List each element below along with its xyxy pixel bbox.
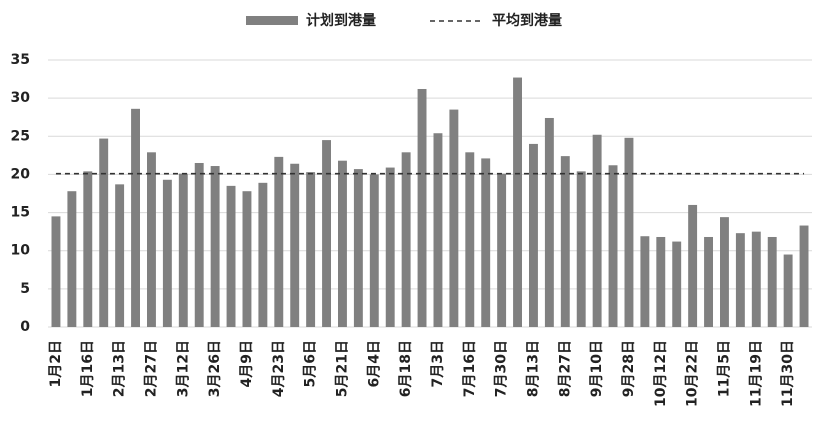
x-tick-label: 8月13日 xyxy=(525,340,541,397)
bar xyxy=(401,152,411,327)
x-tick-label: 8月27日 xyxy=(557,340,573,397)
x-tick-label: 5月6日 xyxy=(303,340,319,387)
bar xyxy=(131,108,140,327)
x-tick-label: 2月13日 xyxy=(112,340,128,397)
bar xyxy=(560,156,570,327)
x-tick-label: 11月30日 xyxy=(780,340,796,407)
x-tick-label: 3月12日 xyxy=(175,340,191,397)
y-tick-label: 30 xyxy=(11,90,31,106)
bar xyxy=(369,174,379,327)
bar xyxy=(656,236,666,327)
x-tick-label: 5月21日 xyxy=(334,340,350,397)
bar xyxy=(433,133,443,327)
bar xyxy=(465,152,475,327)
bar xyxy=(704,236,713,327)
bar xyxy=(242,191,252,327)
bar xyxy=(147,152,156,327)
y-tick-label: 10 xyxy=(11,243,31,259)
bar xyxy=(672,241,682,327)
bar xyxy=(306,172,316,327)
x-tick-label: 11月5日 xyxy=(716,340,732,397)
bar xyxy=(353,169,363,327)
bar xyxy=(497,173,507,327)
bar xyxy=(51,216,61,327)
bar xyxy=(178,173,188,327)
y-tick-label: 25 xyxy=(11,128,30,144)
bar xyxy=(783,254,793,327)
bar xyxy=(417,88,427,327)
bar xyxy=(258,182,268,327)
bar xyxy=(83,171,93,327)
x-tick-label: 3月26日 xyxy=(207,340,223,397)
x-tick-label: 10月22日 xyxy=(685,340,701,407)
bar xyxy=(274,156,284,327)
bar xyxy=(640,236,650,327)
bar xyxy=(449,109,459,327)
bar xyxy=(338,160,347,327)
bar xyxy=(735,233,745,327)
x-tick-label: 7月30日 xyxy=(494,340,510,397)
bar xyxy=(226,185,236,327)
x-tick-label: 6月18日 xyxy=(398,340,414,397)
bar xyxy=(162,179,172,327)
x-tick-label: 7月3日 xyxy=(430,340,446,387)
legend-label: 平均到港量 xyxy=(492,12,562,29)
bar xyxy=(115,184,125,327)
bar xyxy=(99,138,109,327)
legend-label: 计划到港量 xyxy=(306,12,376,29)
bar xyxy=(592,134,602,327)
y-tick-label: 5 xyxy=(20,281,30,297)
bar xyxy=(608,165,618,327)
bar xyxy=(194,162,204,327)
y-tick-label: 0 xyxy=(20,319,30,335)
bar xyxy=(576,171,586,327)
x-tick-label: 4月23日 xyxy=(271,340,287,397)
bar xyxy=(624,137,634,327)
bar xyxy=(688,204,698,327)
x-tick-label: 11月19日 xyxy=(748,340,764,407)
bar xyxy=(767,236,777,327)
bar xyxy=(544,117,554,327)
x-tick-label: 7月16日 xyxy=(462,340,478,397)
x-tick-label: 4月9日 xyxy=(239,340,255,387)
x-tick-label: 1月16日 xyxy=(80,340,96,397)
x-tick-label: 2月27日 xyxy=(143,340,159,397)
bar xyxy=(751,231,761,327)
bar xyxy=(322,140,331,327)
bar xyxy=(481,158,491,327)
x-tick-label: 9月10日 xyxy=(589,340,605,397)
bar xyxy=(513,77,522,327)
y-tick-label: 35 xyxy=(11,52,30,68)
bar xyxy=(67,191,77,327)
x-tick-label: 9月28日 xyxy=(621,340,637,397)
legend-swatch xyxy=(246,16,298,25)
bar xyxy=(720,217,729,327)
y-tick-label: 20 xyxy=(11,166,31,182)
bar xyxy=(529,143,538,327)
y-tick-label: 15 xyxy=(11,205,30,221)
x-tick-label: 10月12日 xyxy=(653,340,669,407)
bar xyxy=(210,166,220,327)
bar xyxy=(799,225,809,327)
bar xyxy=(385,167,395,327)
bar xyxy=(290,163,300,327)
x-tick-label: 1月2日 xyxy=(48,340,64,387)
x-tick-label: 6月4日 xyxy=(366,340,382,387)
